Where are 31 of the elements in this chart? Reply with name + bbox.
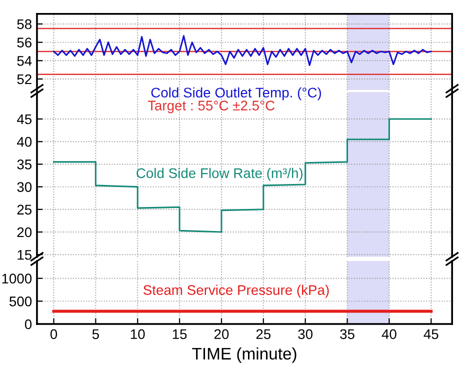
y-tick-label: 500 xyxy=(9,296,32,306)
y-tick-label: 15 xyxy=(18,250,32,260)
y-tick-label: 56 xyxy=(17,38,32,48)
x-tick-label: 20 xyxy=(214,329,229,340)
y-tick-label: 54 xyxy=(17,56,32,66)
x-tick-label: 5 xyxy=(92,329,99,340)
x-tick-label: 40 xyxy=(382,329,396,340)
y-tick-label: 30 xyxy=(17,182,32,192)
line-series xyxy=(52,35,432,66)
series-label: Steam Service Pressure (kPa) xyxy=(143,284,329,298)
y-tick-label: 35 xyxy=(17,160,32,170)
x-tick-label: 0 xyxy=(50,329,58,340)
y-tick-label: 40 xyxy=(16,136,32,147)
x-axis-title: TIME (minute) xyxy=(192,347,296,363)
series-label: Cold Side Outlet Temp. (°C) xyxy=(151,87,321,100)
x-tick-label: 10 xyxy=(130,329,145,340)
y-tick-label: 52 xyxy=(17,74,32,84)
y-tick-label: 58 xyxy=(17,19,32,30)
series-label: Cold Side Flow Rate (m³/h) xyxy=(136,168,303,181)
x-tick-label: 35 xyxy=(340,329,354,340)
x-tick-label: 15 xyxy=(172,329,187,340)
x-tick-label: 25 xyxy=(256,329,271,340)
y-tick-label: 1000 xyxy=(2,274,32,284)
x-tick-label: 45 xyxy=(424,329,438,340)
annotation: Target : 55°C ±2.5°C xyxy=(148,100,275,114)
y-tick-label: 45 xyxy=(16,114,32,124)
y-tick-label: 25 xyxy=(17,204,32,215)
line-series xyxy=(52,118,432,233)
y-tick-label: 20 xyxy=(17,227,32,238)
x-tick-label: 30 xyxy=(298,329,313,340)
y-tick-label: 0 xyxy=(24,319,32,330)
